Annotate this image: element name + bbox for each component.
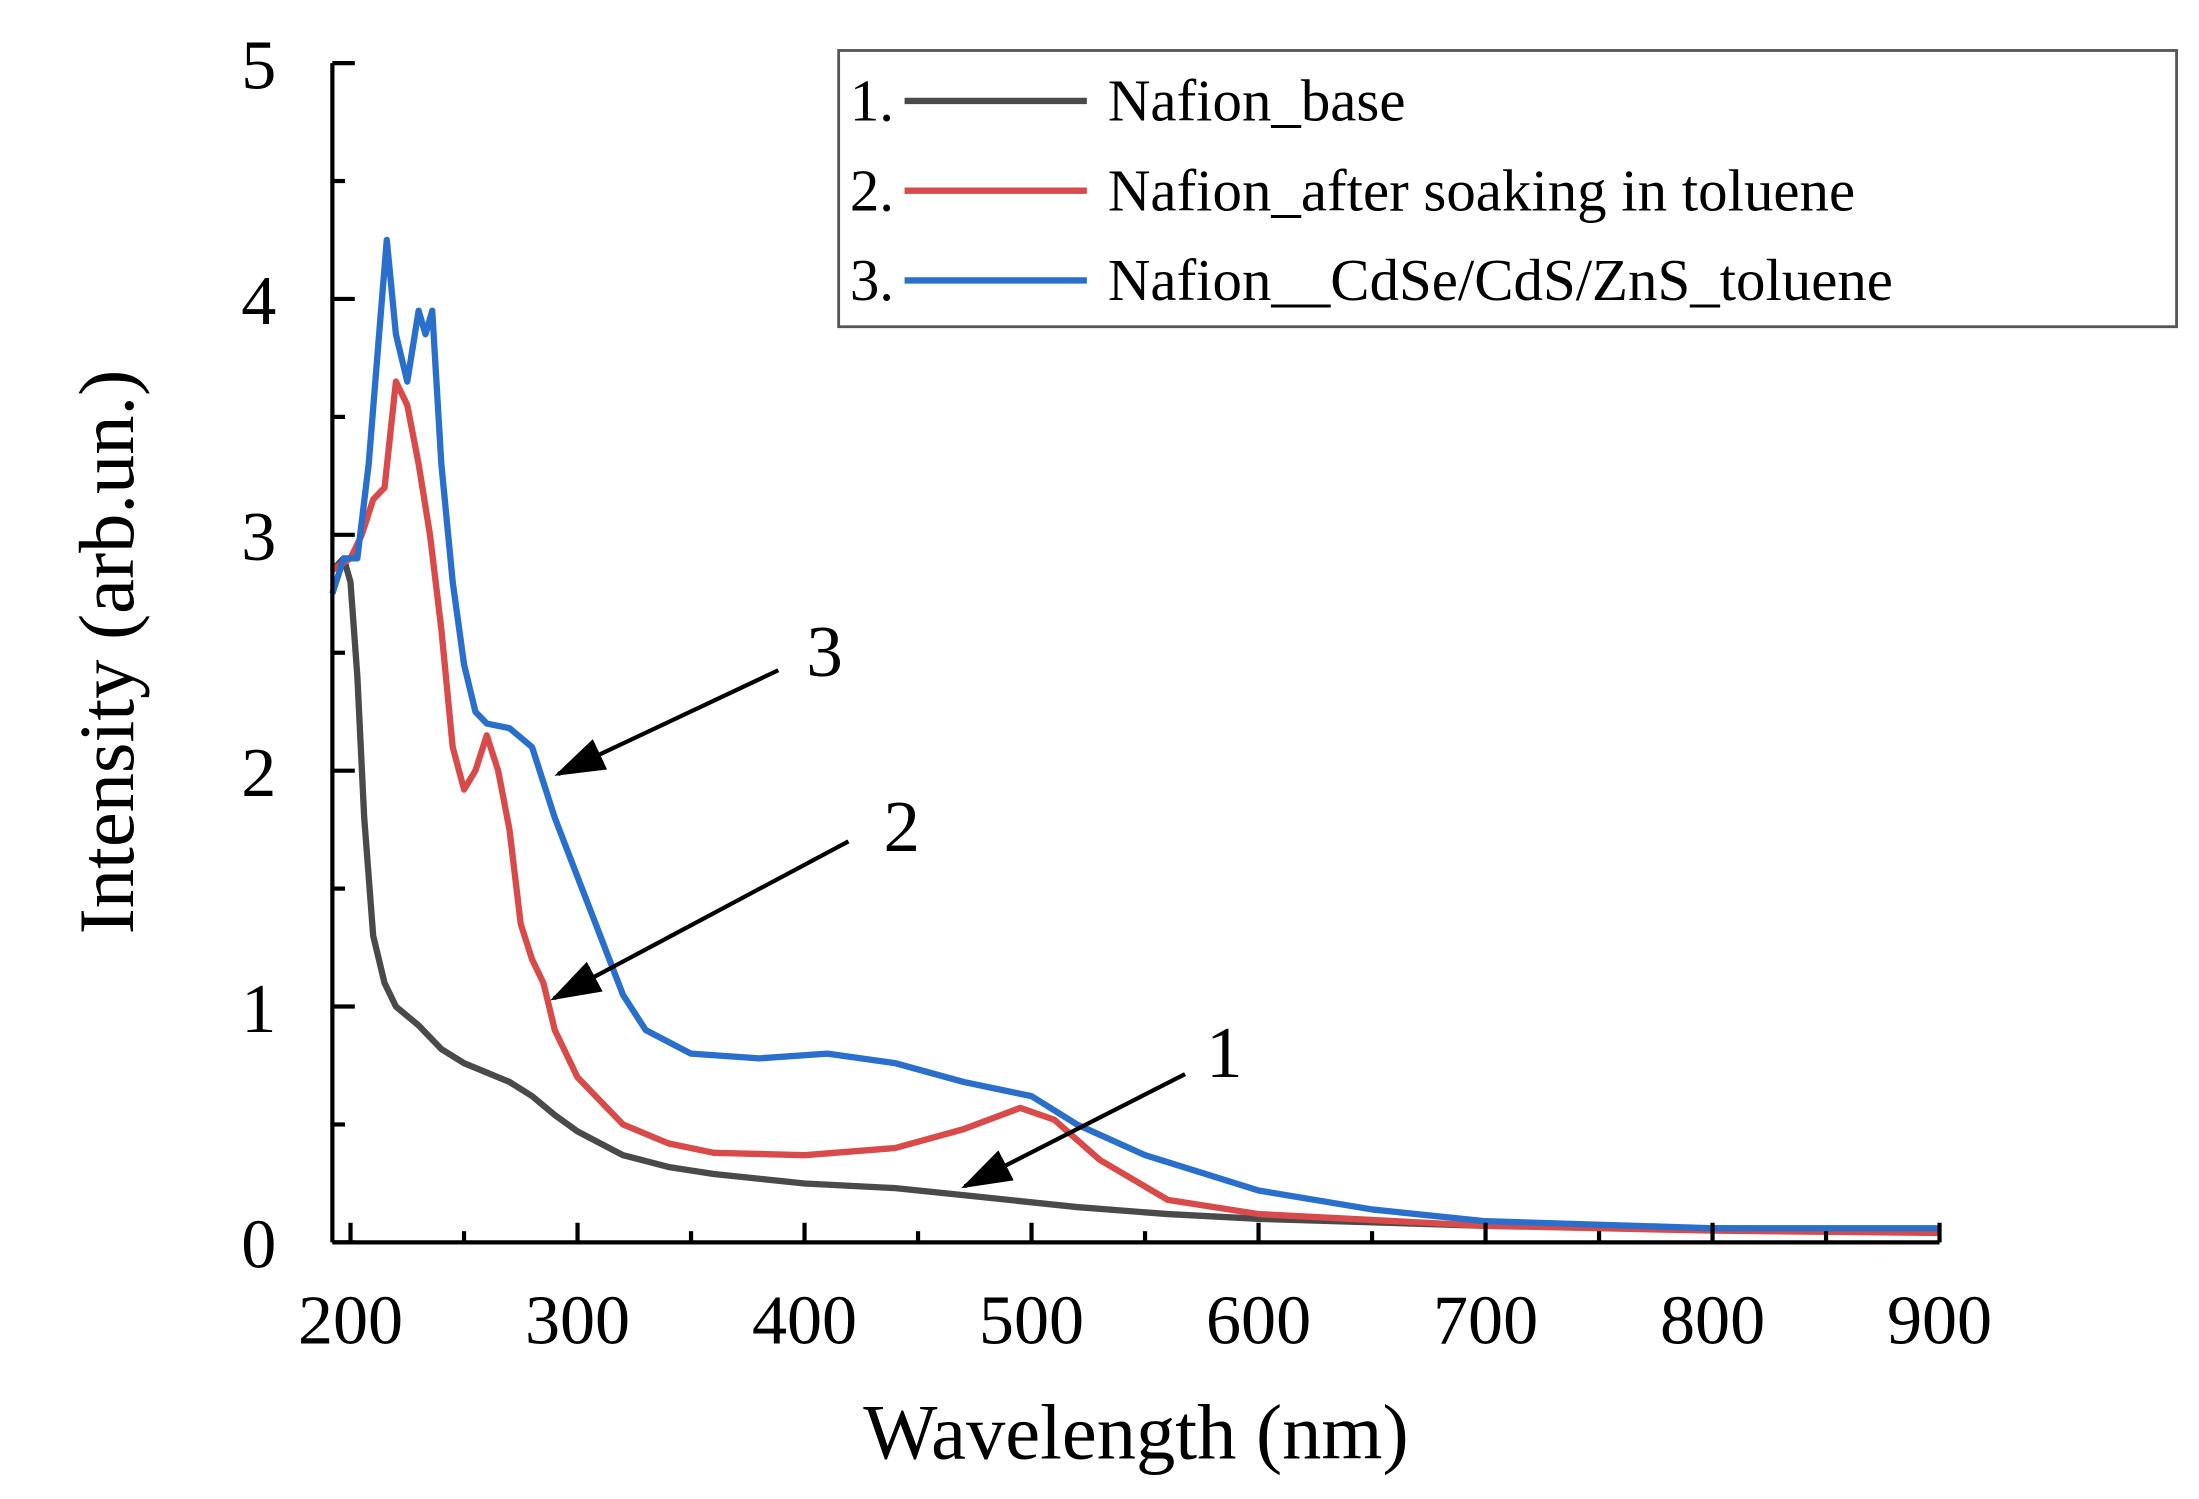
- x-tick-label: 900: [1887, 1282, 1992, 1359]
- y-tick-label: 3: [241, 499, 276, 576]
- x-tick-label: 700: [1433, 1282, 1538, 1359]
- annotation-label: 2: [884, 786, 920, 867]
- x-tick-label: 400: [752, 1282, 857, 1359]
- legend: 1. Nafion_base 2. Nafion_after soaking in t…: [837, 49, 2178, 329]
- legend-label: Nafion__CdSe/CdS/ZnS_toluene: [1108, 248, 1893, 313]
- legend-label: Nafion_after soaking in toluene: [1108, 158, 1855, 223]
- y-tick-label: 4: [241, 263, 276, 340]
- y-tick-label: 0: [241, 1207, 276, 1284]
- series-line-1: [330, 555, 1940, 1234]
- annotation-arrow: [961, 1072, 1187, 1189]
- annotations: 3 2 1: [550, 611, 1243, 1189]
- series-line-3: [329, 236, 1940, 1232]
- annotation-label: 1: [1206, 1012, 1242, 1093]
- y-axis-label: Intensity (arb.un.): [63, 370, 150, 935]
- x-axis-label: Wavelength (nm): [863, 1388, 1408, 1475]
- legend-prefix: 1.: [850, 69, 894, 134]
- annotation-arrow: [550, 839, 850, 1001]
- legend-prefix: 3.: [850, 248, 894, 313]
- plot-area: 200 300 400 500 600 700 800 900 0 1 2 3 4 5: [241, 27, 1992, 1359]
- x-tick-label: 800: [1660, 1282, 1765, 1359]
- y-tick-label: 2: [241, 735, 276, 812]
- x-tick-label: 300: [525, 1282, 630, 1359]
- x-tick-label: 500: [979, 1282, 1084, 1359]
- x-tick-label: 200: [298, 1282, 403, 1359]
- annotation-label: 3: [806, 611, 842, 692]
- legend-label: Nafion_base: [1108, 69, 1406, 134]
- annotation-arrow: [554, 668, 780, 776]
- series-line-2: [330, 378, 1940, 1237]
- y-tick-label: 1: [241, 971, 276, 1048]
- legend-prefix: 2.: [850, 158, 894, 223]
- y-tick-label: 5: [241, 27, 276, 104]
- x-tick-label: 600: [1206, 1282, 1311, 1359]
